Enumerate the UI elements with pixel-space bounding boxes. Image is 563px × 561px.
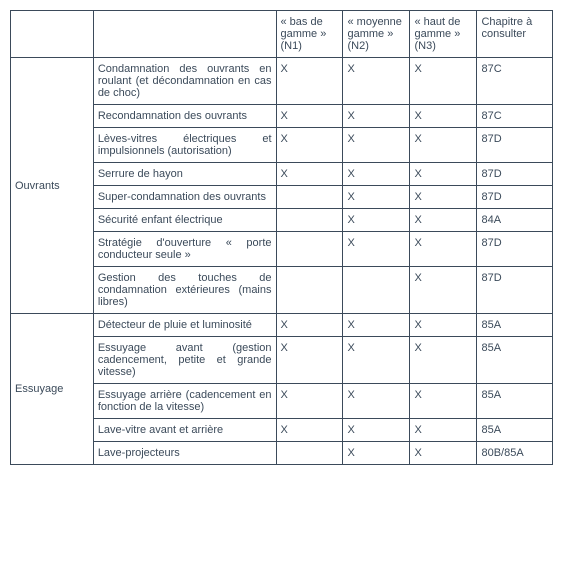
cell-n2: X xyxy=(343,163,410,186)
cell-n2 xyxy=(343,267,410,314)
table-row: Ouvrants Condamnation des ouvrants en ro… xyxy=(11,58,553,105)
cell-n1 xyxy=(276,442,343,465)
cell-chap: 80B/85A xyxy=(477,442,553,465)
cell-n2: X xyxy=(343,186,410,209)
cell-desc: Essuyage arrière (cadencement en fonctio… xyxy=(93,384,276,419)
cell-n2: X xyxy=(343,419,410,442)
cell-desc: Recondamnation des ouvrants xyxy=(93,105,276,128)
cell-n1: X xyxy=(276,58,343,105)
cell-n3: X xyxy=(410,128,477,163)
header-description xyxy=(93,11,276,58)
cell-desc: Lave-projecteurs xyxy=(93,442,276,465)
cell-n3: X xyxy=(410,314,477,337)
cell-n3: X xyxy=(410,105,477,128)
cell-desc: Condamnation des ouvrants en roulant (et… xyxy=(93,58,276,105)
cell-chap: 87D xyxy=(477,267,553,314)
cell-desc: Détecteur de pluie et luminosité xyxy=(93,314,276,337)
cell-n1 xyxy=(276,267,343,314)
cell-n2: X xyxy=(343,442,410,465)
cell-chap: 87D xyxy=(477,128,553,163)
cell-desc: Essuyage avant (gestion cadencement, pet… xyxy=(93,337,276,384)
cell-n3: X xyxy=(410,209,477,232)
cell-chap: 87D xyxy=(477,232,553,267)
cell-n3: X xyxy=(410,442,477,465)
cell-desc: Serrure de hayon xyxy=(93,163,276,186)
cell-desc: Gestion des touches de condamnation exté… xyxy=(93,267,276,314)
cell-chap: 85A xyxy=(477,314,553,337)
cell-chap: 87D xyxy=(477,163,553,186)
header-n2: « moyenne gamme » (N2) xyxy=(343,11,410,58)
cell-n3: X xyxy=(410,58,477,105)
header-category xyxy=(11,11,94,58)
cell-desc: Lave-vitre avant et arrière xyxy=(93,419,276,442)
cell-chap: 85A xyxy=(477,337,553,384)
cell-chap: 85A xyxy=(477,419,553,442)
cell-n2: X xyxy=(343,232,410,267)
cell-desc: Stratégie d'ouverture « porte conducteur… xyxy=(93,232,276,267)
cell-chap: 85A xyxy=(477,384,553,419)
cell-n3: X xyxy=(410,186,477,209)
category-ouvrants: Ouvrants xyxy=(11,58,94,314)
cell-n3: X xyxy=(410,232,477,267)
cell-n1: X xyxy=(276,314,343,337)
cell-n1 xyxy=(276,232,343,267)
feature-table: « bas de gamme » (N1) « moyenne gamme » … xyxy=(10,10,553,465)
cell-n1: X xyxy=(276,337,343,384)
header-n1: « bas de gamme » (N1) xyxy=(276,11,343,58)
cell-n2: X xyxy=(343,128,410,163)
cell-n1 xyxy=(276,209,343,232)
cell-n1: X xyxy=(276,105,343,128)
cell-n3: X xyxy=(410,337,477,384)
cell-n2: X xyxy=(343,58,410,105)
category-essuyage: Essuyage xyxy=(11,314,94,465)
cell-n1 xyxy=(276,186,343,209)
cell-n2: X xyxy=(343,337,410,384)
cell-n1: X xyxy=(276,384,343,419)
header-row: « bas de gamme » (N1) « moyenne gamme » … xyxy=(11,11,553,58)
cell-n1: X xyxy=(276,419,343,442)
header-chapter: Chapitre à consulter xyxy=(477,11,553,58)
cell-n3: X xyxy=(410,384,477,419)
cell-desc: Lèves-vitres électriques et impulsionnel… xyxy=(93,128,276,163)
header-n3: « haut de gamme » (N3) xyxy=(410,11,477,58)
cell-n3: X xyxy=(410,163,477,186)
cell-chap: 84A xyxy=(477,209,553,232)
cell-chap: 87C xyxy=(477,58,553,105)
cell-n3: X xyxy=(410,419,477,442)
cell-chap: 87C xyxy=(477,105,553,128)
cell-n2: X xyxy=(343,384,410,419)
table-row: Essuyage Détecteur de pluie et luminosit… xyxy=(11,314,553,337)
cell-chap: 87D xyxy=(477,186,553,209)
cell-n1: X xyxy=(276,163,343,186)
cell-n2: X xyxy=(343,314,410,337)
cell-desc: Super-condamnation des ouvrants xyxy=(93,186,276,209)
cell-n3: X xyxy=(410,267,477,314)
cell-n2: X xyxy=(343,105,410,128)
cell-desc: Sécurité enfant électrique xyxy=(93,209,276,232)
cell-n2: X xyxy=(343,209,410,232)
cell-n1: X xyxy=(276,128,343,163)
